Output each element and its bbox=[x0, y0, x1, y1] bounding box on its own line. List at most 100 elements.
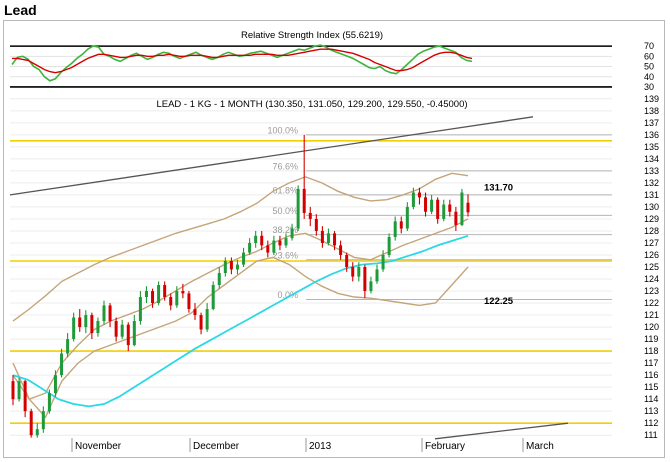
price-tick-label: 130 bbox=[644, 202, 659, 212]
candle-body bbox=[345, 254, 349, 267]
candle bbox=[144, 286, 148, 304]
candle-body bbox=[266, 245, 270, 253]
candle bbox=[35, 423, 39, 438]
price-tick-label: 126 bbox=[644, 250, 659, 260]
price-tick-label: 119 bbox=[644, 334, 658, 344]
candle-body bbox=[296, 188, 300, 229]
candles bbox=[11, 134, 470, 438]
candle-body bbox=[272, 240, 276, 253]
candle bbox=[138, 291, 142, 325]
candle bbox=[242, 247, 246, 267]
candle-body bbox=[381, 254, 385, 270]
price-tick-label: 133 bbox=[644, 166, 659, 176]
candle-body bbox=[284, 238, 288, 246]
moving-average bbox=[12, 234, 469, 408]
price-tick-label: 118 bbox=[644, 346, 658, 356]
candle-body bbox=[23, 381, 27, 412]
candle-body bbox=[29, 411, 33, 436]
candle bbox=[460, 188, 464, 227]
candle bbox=[284, 233, 288, 248]
candle-body bbox=[193, 309, 197, 316]
price-tick-label: 115 bbox=[644, 382, 658, 392]
candle bbox=[229, 257, 233, 275]
candle bbox=[430, 194, 434, 215]
candle-body bbox=[132, 321, 136, 346]
candle-body bbox=[302, 188, 306, 213]
candle bbox=[375, 264, 379, 284]
rsi-tick-label: 40 bbox=[644, 72, 654, 82]
candle bbox=[345, 252, 349, 272]
candle-body bbox=[411, 192, 415, 207]
rsi-lines bbox=[11, 44, 473, 82]
candle bbox=[223, 257, 227, 277]
candle-body bbox=[163, 285, 167, 298]
candle-body bbox=[66, 339, 70, 354]
candle-body bbox=[17, 381, 21, 400]
candle-body bbox=[393, 221, 397, 237]
price-tick-label: 137 bbox=[644, 118, 659, 128]
candle bbox=[405, 202, 409, 231]
candle-body bbox=[436, 199, 440, 219]
candle bbox=[351, 262, 355, 282]
candle bbox=[84, 310, 88, 334]
month-label: February bbox=[425, 441, 465, 452]
candle-body bbox=[205, 309, 209, 330]
candle-body bbox=[169, 297, 173, 306]
candle-body bbox=[217, 273, 221, 286]
candle-body bbox=[278, 240, 282, 246]
fib-level-label: 76.6% bbox=[272, 161, 298, 171]
moving-average-line bbox=[12, 234, 469, 408]
price-tick-label: 134 bbox=[644, 154, 659, 164]
candle-body bbox=[290, 228, 294, 239]
candle-body bbox=[320, 230, 324, 243]
rsi-tick-label: 30 bbox=[644, 82, 654, 92]
candle-body bbox=[199, 315, 203, 330]
candle bbox=[302, 134, 306, 219]
candle bbox=[193, 303, 197, 320]
candle bbox=[114, 317, 118, 342]
candle bbox=[29, 408, 33, 438]
fib-level-label: 0.0% bbox=[277, 290, 298, 300]
candle-body bbox=[223, 260, 227, 274]
candle-body bbox=[326, 233, 330, 243]
candle bbox=[11, 375, 15, 406]
candle-body bbox=[90, 315, 94, 334]
candle-body bbox=[60, 353, 64, 376]
candle-body bbox=[84, 315, 88, 328]
candle bbox=[126, 322, 130, 352]
candle-body bbox=[53, 375, 57, 394]
candle bbox=[72, 312, 76, 342]
candle-body bbox=[260, 235, 264, 246]
candle bbox=[102, 300, 106, 325]
candle bbox=[187, 291, 191, 313]
candle-body bbox=[314, 218, 318, 231]
trendlines bbox=[9, 116, 569, 440]
candle bbox=[436, 197, 440, 224]
candle bbox=[260, 230, 264, 251]
candle-body bbox=[242, 252, 246, 265]
candle bbox=[308, 206, 312, 227]
candle bbox=[120, 319, 124, 340]
candle bbox=[333, 230, 337, 251]
candle bbox=[181, 283, 185, 299]
candle bbox=[199, 312, 203, 335]
candle bbox=[357, 262, 361, 282]
candle bbox=[60, 348, 64, 378]
candle-body bbox=[72, 317, 76, 340]
candle bbox=[326, 228, 330, 246]
month-label: March bbox=[526, 441, 554, 452]
chart-frame bbox=[3, 20, 665, 458]
price-tick-label: 111 bbox=[644, 430, 658, 440]
candle-body bbox=[41, 411, 45, 430]
bollinger-lower bbox=[12, 256, 469, 419]
price-tick-label: 121 bbox=[644, 310, 659, 320]
candle bbox=[442, 199, 446, 222]
candle-body bbox=[308, 212, 312, 219]
trendline-lower bbox=[434, 422, 569, 440]
candle bbox=[47, 389, 51, 414]
candle-body bbox=[78, 317, 82, 328]
price-tick-label: 139 bbox=[644, 94, 659, 104]
candle-body bbox=[151, 291, 155, 304]
bollinger-bands bbox=[12, 172, 469, 419]
